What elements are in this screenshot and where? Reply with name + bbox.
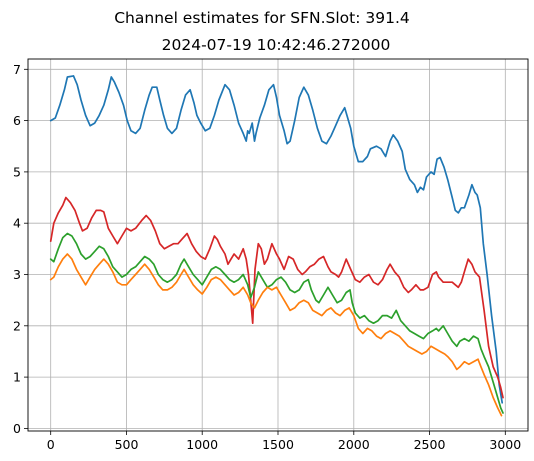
series-line-3 [49,232,504,414]
y-tick-label: 5 [13,164,21,179]
plot-area [49,75,504,417]
y-tick-label: 1 [13,370,21,385]
series-line-4 [49,253,503,417]
chart-subtitle: 2024-07-19 10:42:46.272000 [162,36,391,54]
x-tick-label: 500 [115,437,139,452]
x-tick-label: 1000 [186,437,218,452]
chart-title: Channel estimates for SFN.Slot: 391.4 [114,9,410,27]
x-tick-label: 2500 [414,437,446,452]
x-tick-label: 1500 [262,437,294,452]
y-tick-label: 6 [13,113,21,128]
y-tick-label: 2 [13,318,21,333]
y-tick-label: 3 [13,267,21,282]
axes-frame [27,58,529,432]
x-tick-label: 3000 [489,437,521,452]
axis-ticks: 0 500 1000 1500 2000 2500 3000 0 1 2 3 4 5 6 7 [13,62,521,452]
y-tick-label: 0 [13,421,21,436]
series-line-1 [49,75,504,404]
grid-lines [28,59,528,431]
y-tick-label: 4 [13,216,21,231]
x-tick-label: 2000 [338,437,370,452]
x-tick-label: 0 [47,437,55,452]
y-tick-label: 7 [13,62,21,77]
series-line-2 [49,196,504,399]
